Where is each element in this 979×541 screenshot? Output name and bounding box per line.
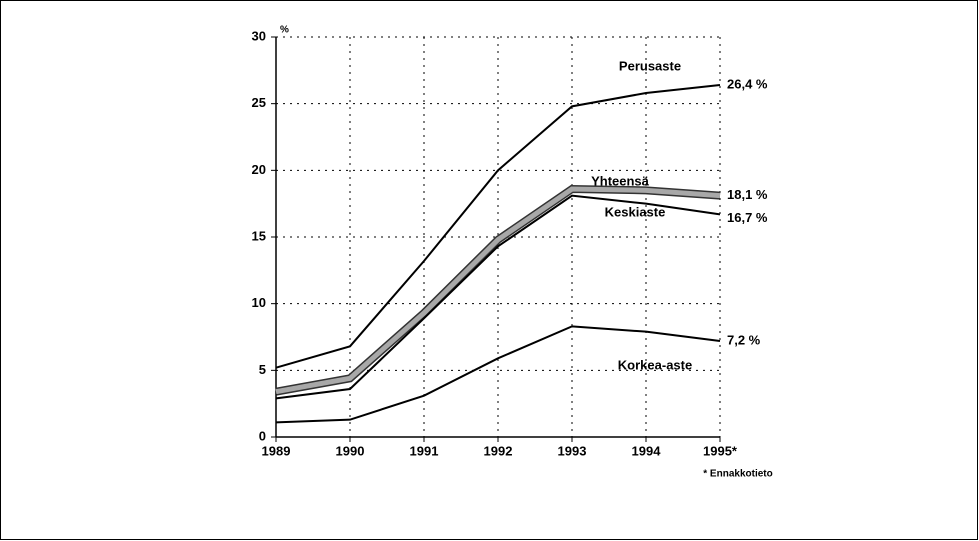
- series-line: [275, 186, 721, 395]
- series-label: Yhteensä: [591, 173, 650, 188]
- end-label: 26,4 %: [727, 76, 768, 91]
- end-label: 18,1 %: [727, 187, 768, 202]
- x-tick-label: 1992: [484, 443, 513, 458]
- x-tick-label: 1995*: [703, 443, 738, 458]
- series-line: [275, 84, 721, 369]
- y-tick-label: 0: [259, 428, 266, 443]
- series-line: [275, 325, 721, 424]
- y-tick-label: 25: [252, 95, 266, 110]
- series-label: Keskiaste: [605, 204, 666, 219]
- end-label: 7,2 %: [727, 332, 761, 347]
- x-tick-label: 1990: [336, 443, 365, 458]
- footnote: * Ennakkotieto: [703, 469, 772, 480]
- end-label: 16,7 %: [727, 210, 768, 225]
- y-axis-label: %: [280, 25, 289, 36]
- series-label: Perusaste: [619, 58, 681, 73]
- series-line: [275, 194, 721, 400]
- x-tick-label: 1991: [410, 443, 439, 458]
- y-tick-label: 15: [252, 228, 266, 243]
- y-tick-label: 30: [252, 28, 266, 43]
- y-tick-label: 10: [252, 295, 266, 310]
- series-label: Korkea-aste: [618, 357, 692, 372]
- y-tick-label: 5: [259, 362, 266, 377]
- x-tick-label: 1993: [558, 443, 587, 458]
- y-tick-label: 20: [252, 162, 266, 177]
- x-tick-label: 1994: [632, 443, 662, 458]
- x-tick-label: 1989: [262, 443, 291, 458]
